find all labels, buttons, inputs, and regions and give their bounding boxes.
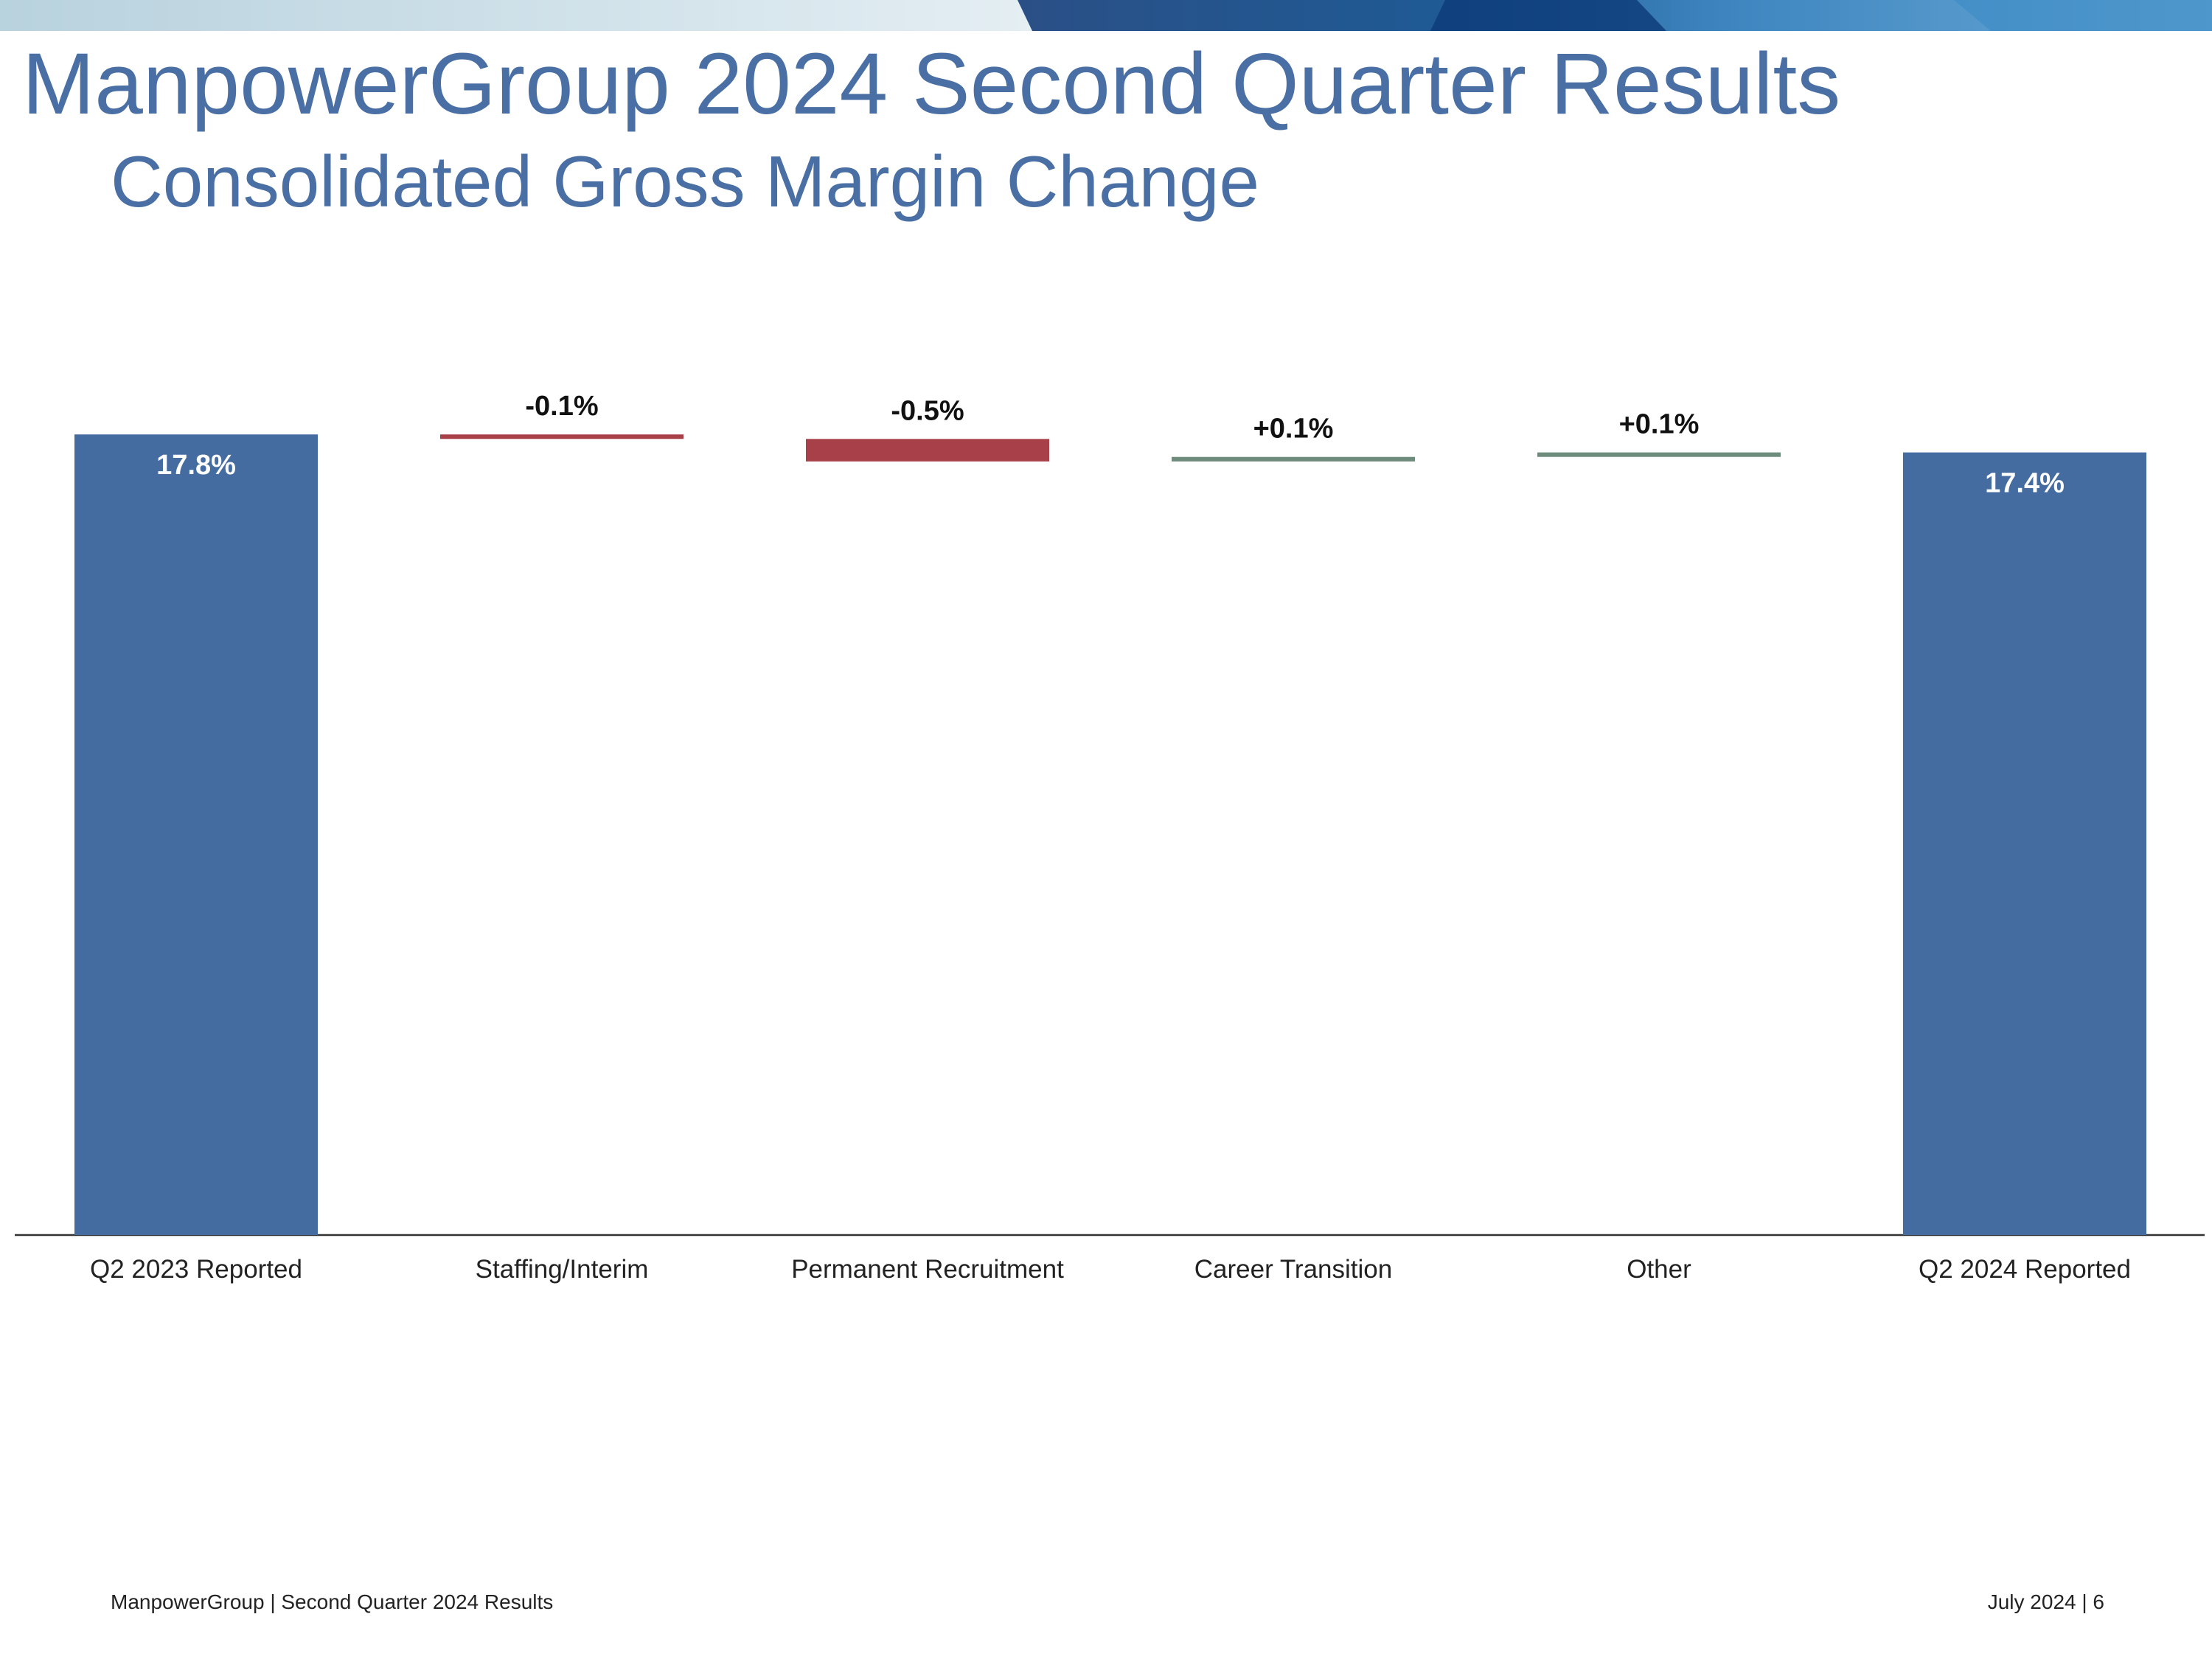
bar-6 — [1903, 452, 2146, 1235]
data-label: +0.1% — [1253, 414, 1334, 445]
header-banner — [0, 0, 2212, 31]
x-tick-label: Staffing/Interim — [476, 1255, 649, 1284]
x-tick-label: Permanent Recruitment — [791, 1255, 1064, 1284]
data-label: -0.1% — [525, 391, 598, 422]
x-tick-label: Q2 2024 Reported — [1919, 1255, 2131, 1284]
data-label: +0.1% — [1619, 409, 1700, 440]
x-tick-label: Q2 2023 Reported — [90, 1255, 302, 1284]
footer-date-page: July 2024 | 6 — [1987, 1590, 2104, 1613]
bar-2 — [440, 434, 684, 439]
data-label: 17.4% — [1985, 468, 2065, 499]
bar-4 — [1172, 456, 1415, 462]
slide-subtitle: Consolidated Gross Margin Change — [111, 141, 1259, 222]
data-label: 17.8% — [156, 450, 236, 481]
slide-title: ManpowerGroup 2024 Second Quarter Result… — [22, 35, 1841, 133]
bar-1 — [74, 434, 318, 1236]
footer-source: ManpowerGroup | Second Quarter 2024 Resu… — [111, 1590, 554, 1613]
bar-5 — [1537, 452, 1781, 457]
bar-3 — [806, 439, 1049, 462]
x-tick-label: Other — [1627, 1255, 1691, 1284]
data-label: -0.5% — [891, 395, 964, 426]
x-tick-label: Career Transition — [1194, 1255, 1392, 1284]
